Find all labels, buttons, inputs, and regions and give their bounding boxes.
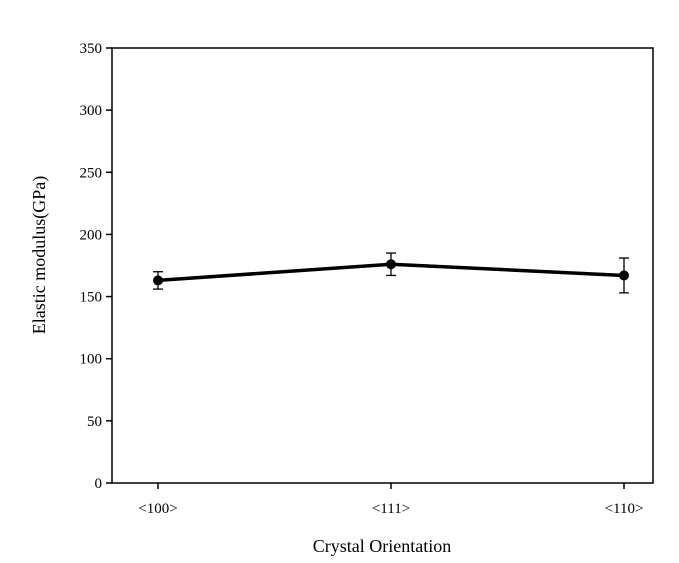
plot-frame xyxy=(111,47,654,484)
y-tick-label: 50 xyxy=(87,414,102,430)
y-tick-label: 350 xyxy=(80,41,103,57)
y-tick-label: 200 xyxy=(80,227,103,243)
y-axis: 0 50 100 150 200 250 300 350 xyxy=(80,41,112,492)
data-point xyxy=(619,270,629,281)
data-series xyxy=(153,252,629,294)
y-tick-label: 0 xyxy=(95,476,103,492)
x-axis-title: Crystal Orientation xyxy=(313,536,451,556)
x-axis: <100> <111> <110> xyxy=(138,483,643,517)
x-tick-label: <110> xyxy=(605,501,644,517)
y-tick-label: 300 xyxy=(80,103,103,119)
x-tick-label: <111> xyxy=(372,501,410,517)
y-tick-label: 150 xyxy=(80,290,103,306)
y-axis-title: Elastic modulus(GPa) xyxy=(29,176,50,334)
y-tick-label: 100 xyxy=(80,352,103,368)
data-point xyxy=(386,259,396,270)
data-point xyxy=(153,275,163,286)
x-tick-label: <100> xyxy=(138,501,177,517)
y-tick-label: 250 xyxy=(80,165,103,181)
